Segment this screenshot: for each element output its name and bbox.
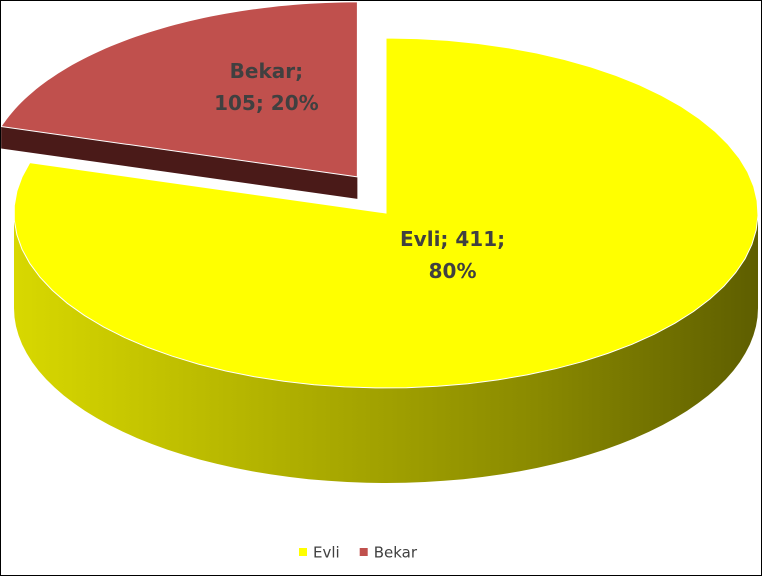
data-label: Evli; 411; 80% (400, 227, 506, 284)
legend-swatch (299, 548, 307, 556)
data-label: Bekar; 105; 20% (214, 58, 319, 115)
slice (1, 1, 358, 178)
slice-cut (1, 126, 358, 199)
legend-label: Evli (313, 544, 340, 562)
slice-side (14, 213, 758, 483)
slice (13, 37, 759, 389)
legend-swatch (359, 548, 368, 556)
legend-label: Bekar (374, 544, 418, 562)
